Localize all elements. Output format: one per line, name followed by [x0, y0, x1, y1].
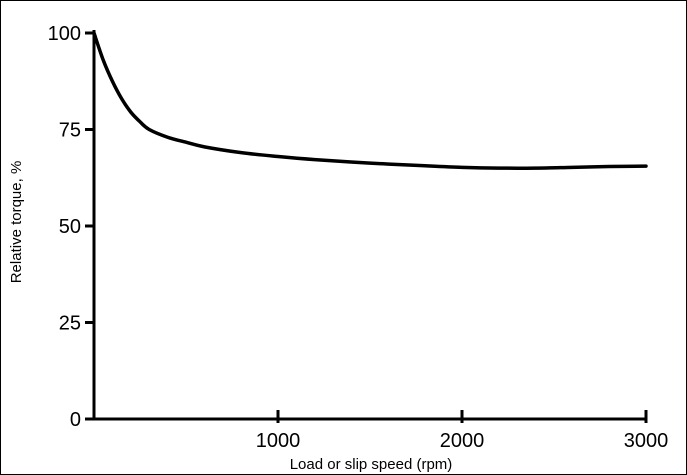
y-tick-label: 100: [48, 23, 81, 45]
torque-curve: [92, 31, 648, 170]
x-axis-label: Load or slip speed (rpm): [290, 456, 453, 473]
y-axis-ticks: 0 25 50 75 100: [48, 23, 94, 431]
y-tick-label: 25: [59, 313, 81, 335]
x-tick-label: 2000: [440, 430, 485, 452]
x-axis-ticks: 1000 2000 3000: [256, 410, 669, 452]
y-tick-label: 50: [59, 216, 81, 238]
x-tick-label: 3000: [624, 430, 669, 452]
y-axis-label: Relative torque, %: [8, 161, 25, 284]
y-tick-label: 0: [70, 409, 81, 431]
y-tick-label: 75: [59, 120, 81, 142]
x-tick-label: 1000: [256, 430, 301, 452]
